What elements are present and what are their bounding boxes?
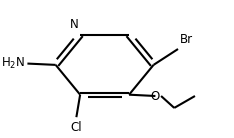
- Text: Cl: Cl: [71, 121, 82, 134]
- Text: O: O: [151, 90, 160, 103]
- Text: H$_2$N: H$_2$N: [1, 56, 26, 71]
- Text: N: N: [70, 18, 79, 31]
- Text: Br: Br: [180, 33, 193, 46]
